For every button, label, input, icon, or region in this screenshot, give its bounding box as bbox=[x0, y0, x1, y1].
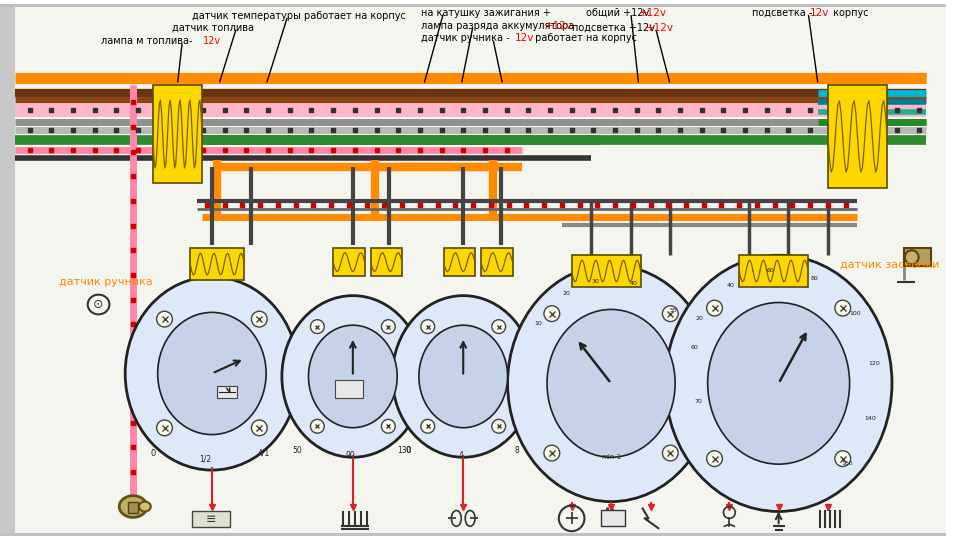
Text: подсветка -: подсветка - bbox=[752, 8, 812, 18]
Text: 40: 40 bbox=[630, 281, 638, 286]
Text: ⊙: ⊙ bbox=[93, 298, 104, 311]
Text: 160: 160 bbox=[841, 461, 852, 466]
Ellipse shape bbox=[508, 265, 714, 502]
Ellipse shape bbox=[252, 311, 267, 327]
Text: 20: 20 bbox=[696, 316, 704, 321]
Ellipse shape bbox=[544, 445, 560, 461]
Text: 20: 20 bbox=[563, 291, 570, 296]
Text: 50: 50 bbox=[293, 446, 302, 455]
Ellipse shape bbox=[708, 302, 850, 464]
Ellipse shape bbox=[904, 250, 919, 264]
Ellipse shape bbox=[308, 325, 397, 428]
Ellipse shape bbox=[835, 451, 851, 467]
Text: датчик ручника: датчик ручника bbox=[60, 277, 153, 287]
Text: 70: 70 bbox=[694, 399, 703, 404]
Bar bbox=[333, 248, 365, 276]
Ellipse shape bbox=[252, 420, 267, 436]
Text: +12v: +12v bbox=[638, 8, 666, 18]
Text: датчик заслонки: датчик заслонки bbox=[840, 260, 939, 270]
Ellipse shape bbox=[393, 295, 534, 457]
Text: min-1: min-1 bbox=[601, 454, 621, 460]
Ellipse shape bbox=[662, 445, 678, 461]
Text: 60: 60 bbox=[766, 268, 774, 273]
Text: 30: 30 bbox=[591, 279, 600, 284]
Text: подсветка +12v: подсветка +12v bbox=[571, 23, 655, 32]
Bar bbox=[903, 248, 931, 266]
Text: 100: 100 bbox=[849, 311, 860, 316]
Ellipse shape bbox=[381, 420, 396, 433]
Text: 0: 0 bbox=[406, 446, 411, 455]
Text: 12v: 12v bbox=[810, 8, 829, 18]
Bar bbox=[0, 4, 14, 536]
Text: корпус: корпус bbox=[829, 8, 869, 18]
Text: 130: 130 bbox=[396, 446, 411, 455]
Bar bbox=[481, 248, 513, 276]
Text: датчик ручника -: датчик ручника - bbox=[420, 33, 510, 43]
Bar bbox=[571, 255, 640, 287]
Ellipse shape bbox=[310, 320, 324, 334]
Bar bbox=[335, 380, 363, 398]
Bar bbox=[828, 85, 887, 188]
Text: 120: 120 bbox=[868, 361, 879, 366]
Ellipse shape bbox=[156, 420, 173, 436]
Bar bbox=[153, 85, 202, 183]
Text: 4/1: 4/1 bbox=[258, 449, 271, 458]
Ellipse shape bbox=[419, 325, 508, 428]
Ellipse shape bbox=[420, 420, 435, 433]
Ellipse shape bbox=[707, 300, 722, 316]
Bar bbox=[128, 502, 138, 514]
Ellipse shape bbox=[665, 255, 892, 511]
Ellipse shape bbox=[492, 420, 506, 433]
Bar bbox=[192, 511, 229, 527]
Bar bbox=[0, 533, 947, 536]
Text: 4: 4 bbox=[459, 451, 464, 460]
Text: 40: 40 bbox=[727, 282, 734, 288]
Text: датчик температуры работает на корпус: датчик температуры работает на корпус bbox=[192, 11, 406, 21]
Ellipse shape bbox=[835, 300, 851, 316]
Text: лампа м топлива-: лампа м топлива- bbox=[101, 36, 192, 46]
Text: 0: 0 bbox=[150, 449, 156, 458]
Text: 55: 55 bbox=[670, 308, 678, 313]
Text: +12v: +12v bbox=[545, 21, 573, 31]
Bar bbox=[601, 510, 625, 526]
Text: 10: 10 bbox=[535, 321, 542, 327]
Bar bbox=[190, 248, 245, 280]
Ellipse shape bbox=[662, 306, 678, 321]
Ellipse shape bbox=[156, 311, 173, 327]
Text: 1/2: 1/2 bbox=[199, 455, 211, 464]
Text: +12v: +12v bbox=[645, 23, 674, 32]
Ellipse shape bbox=[139, 502, 151, 511]
Bar bbox=[217, 386, 236, 398]
Text: 60: 60 bbox=[690, 346, 698, 350]
Bar bbox=[371, 248, 402, 276]
Ellipse shape bbox=[119, 496, 147, 517]
Text: общий +12v: общий +12v bbox=[587, 8, 650, 18]
Text: 140: 140 bbox=[865, 416, 876, 421]
Bar bbox=[0, 4, 947, 7]
Ellipse shape bbox=[282, 295, 423, 457]
Text: ≡: ≡ bbox=[205, 513, 216, 526]
Ellipse shape bbox=[125, 277, 299, 470]
Text: на катушку зажигания +: на катушку зажигания + bbox=[420, 8, 551, 18]
Ellipse shape bbox=[707, 451, 722, 467]
Text: работает на корпус: работает на корпус bbox=[532, 33, 637, 43]
Ellipse shape bbox=[157, 312, 266, 435]
Ellipse shape bbox=[544, 306, 560, 321]
Text: лампа разряда аккумулятора: лампа разряда аккумулятора bbox=[420, 21, 577, 31]
Ellipse shape bbox=[310, 420, 324, 433]
Text: 12v: 12v bbox=[515, 33, 534, 43]
Bar bbox=[444, 248, 475, 276]
Text: датчик топлива: датчик топлива bbox=[173, 23, 254, 32]
Text: 80: 80 bbox=[811, 276, 819, 281]
Ellipse shape bbox=[381, 320, 396, 334]
Ellipse shape bbox=[420, 320, 435, 334]
Text: 12v: 12v bbox=[203, 36, 221, 46]
Ellipse shape bbox=[547, 309, 675, 457]
Text: 90: 90 bbox=[345, 451, 355, 460]
Bar bbox=[739, 255, 808, 287]
Text: 8: 8 bbox=[515, 446, 518, 455]
Ellipse shape bbox=[492, 320, 506, 334]
